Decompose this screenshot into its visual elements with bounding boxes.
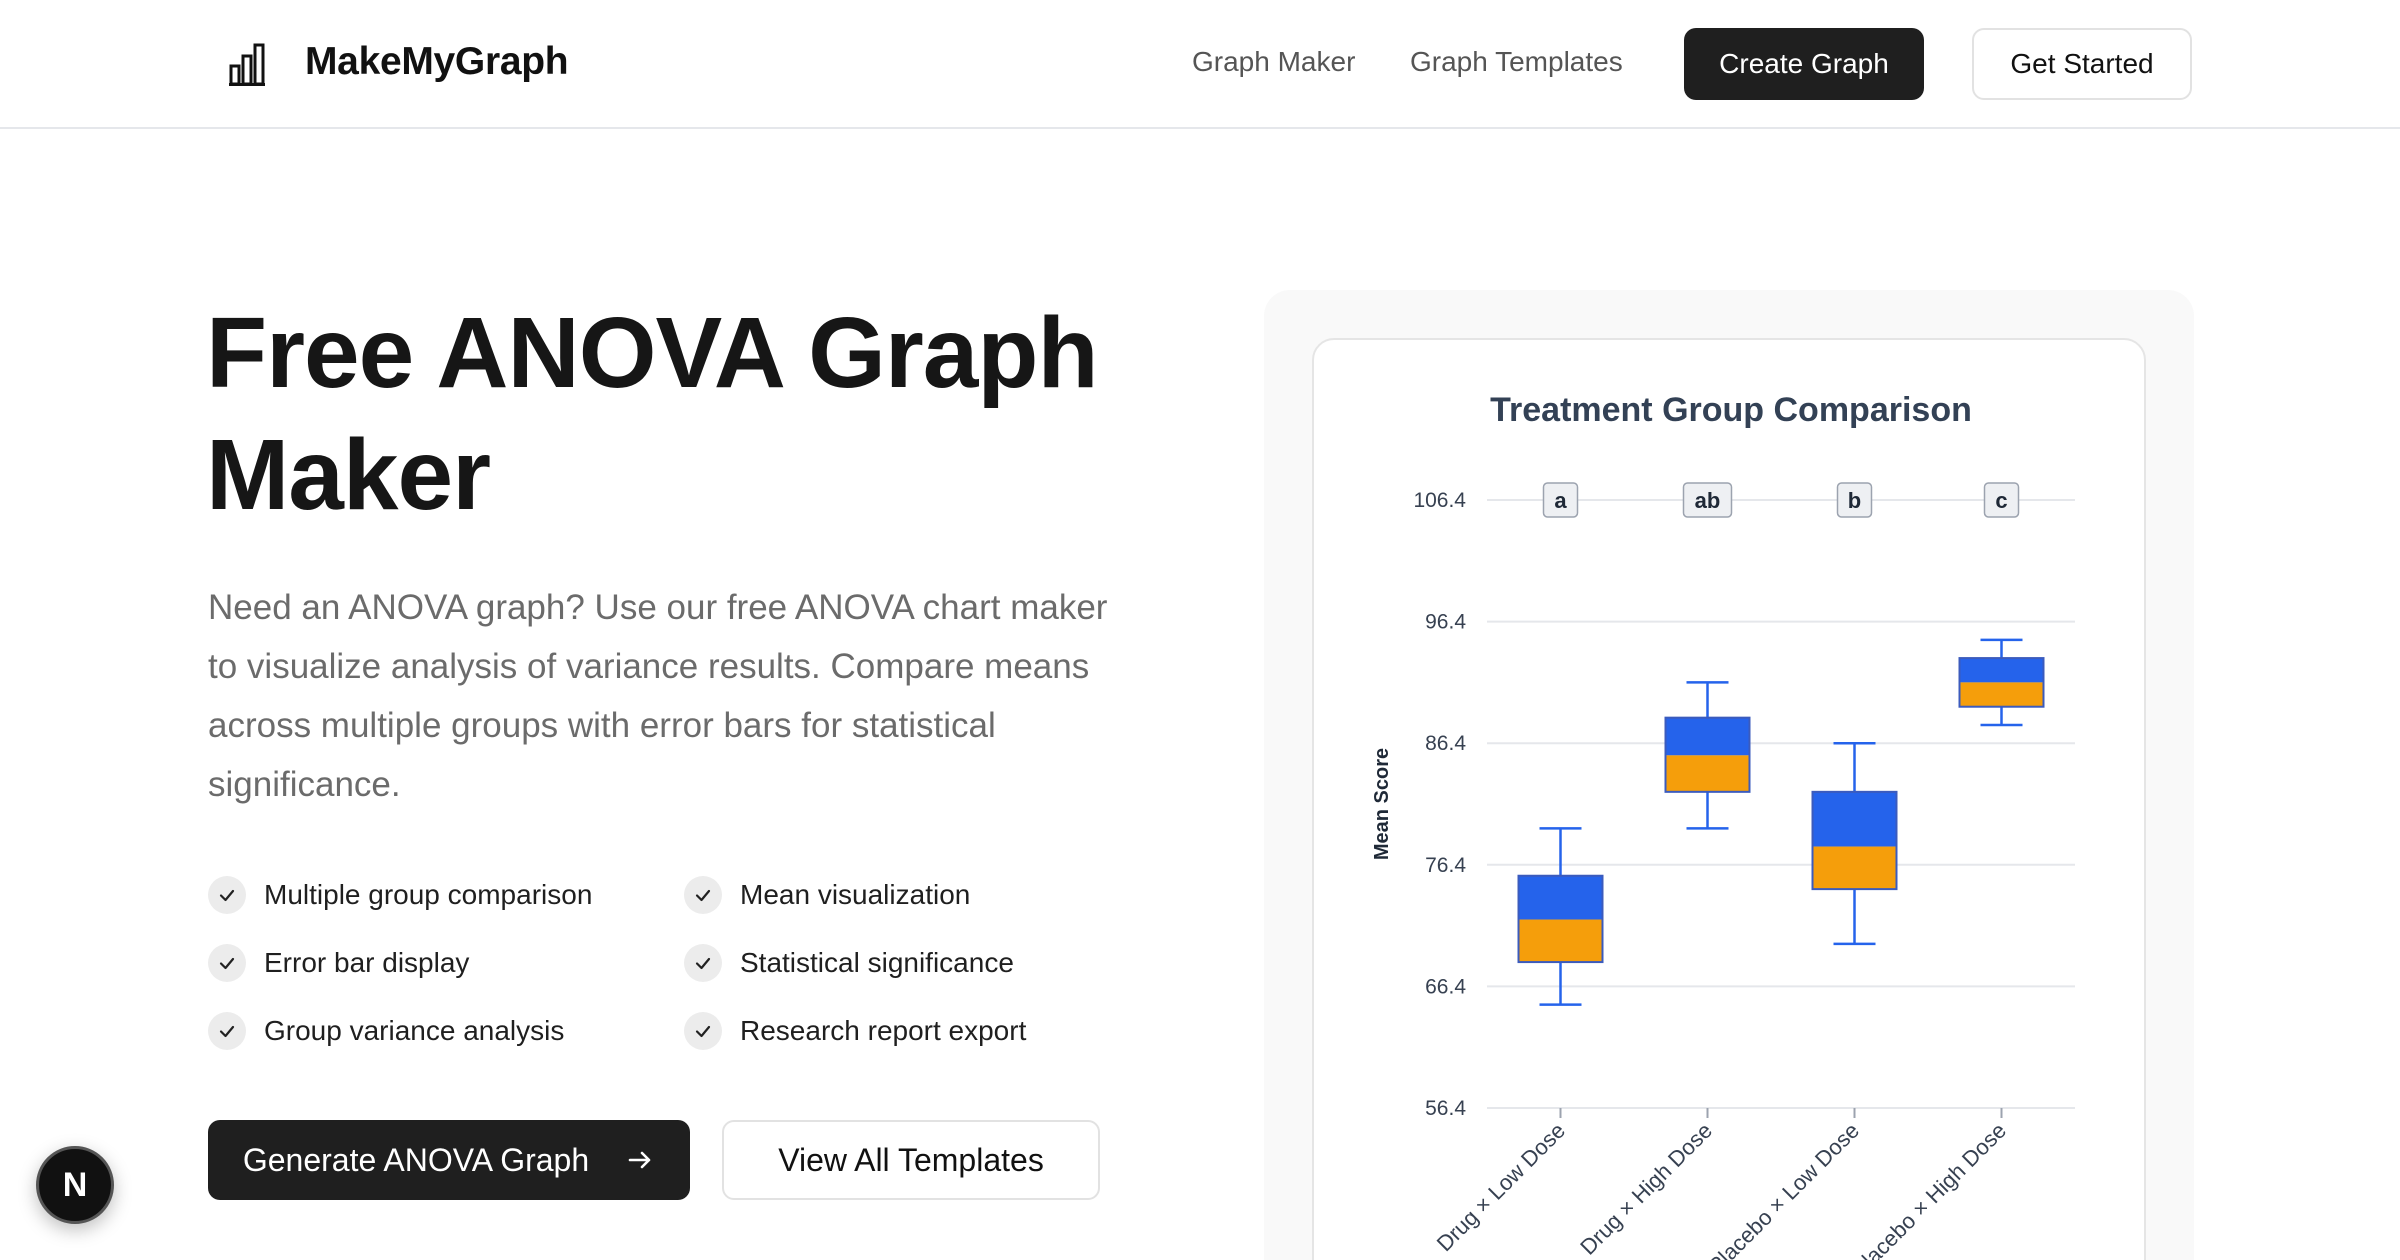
significance-badge — [1836, 482, 1873, 518]
check-icon — [208, 876, 246, 914]
generate-anova-graph-button[interactable]: Generate ANOVA Graph — [208, 1120, 690, 1200]
check-icon — [208, 1012, 246, 1050]
feature-item: Mean visualization — [684, 876, 970, 914]
y-tick-label: 76.4 — [1425, 854, 1466, 877]
nextjs-dev-badge[interactable]: N — [36, 1146, 114, 1224]
box-upper-half — [1959, 658, 2044, 683]
box-lower-half — [1812, 846, 1897, 890]
box-lower-half — [1665, 755, 1750, 792]
significance-letter: b — [1848, 488, 1861, 513]
significance-letter: a — [1554, 488, 1567, 513]
box-outline — [1958, 657, 2045, 708]
box-upper-half — [1812, 791, 1897, 847]
box-lower-half — [1959, 682, 2044, 707]
y-tick-label: 56.4 — [1425, 1097, 1466, 1120]
generate-button-label: Generate ANOVA Graph — [242, 1141, 590, 1178]
box-upper-half — [1518, 875, 1603, 920]
check-icon — [684, 944, 722, 982]
y-tick-label: 96.4 — [1425, 611, 1466, 634]
feature-item: Error bar display — [208, 944, 469, 982]
feature-label: Research report export — [740, 1015, 1027, 1046]
chart-card: Treatment Group Comparison 106.4 96.4 86.4 7… — [1312, 338, 2146, 1260]
feature-item: Statistical significance — [684, 944, 1014, 982]
chart-title: Treatment Group Comparison — [1490, 391, 1972, 429]
site-header: MakeMyGraph Graph Maker Graph Templates … — [0, 0, 2400, 129]
arrow-right-icon — [628, 1151, 651, 1169]
anova-chart: Treatment Group Comparison 106.4 96.4 86.4 7… — [1371, 391, 2075, 1260]
feature-label: Multiple group comparison — [264, 879, 593, 910]
y-tick-label: 106.4 — [1413, 489, 1466, 512]
box-outline — [1517, 874, 1604, 964]
nav-graph-maker[interactable]: Graph Maker — [1192, 46, 1356, 77]
feature-label: Mean visualization — [740, 879, 971, 910]
feature-label: Statistical significance — [740, 947, 1014, 978]
box-upper-half — [1665, 717, 1750, 756]
check-icon — [208, 944, 246, 982]
check-icon — [684, 1012, 722, 1050]
y-tick-label: 66.4 — [1425, 975, 1466, 998]
feature-item: Multiple group comparison — [208, 876, 592, 914]
nav-graph-templates[interactable]: Graph Templates — [1410, 46, 1623, 77]
box-outline — [1811, 790, 1898, 891]
x-tick-label: Drug × Low Dose — [1432, 1118, 1570, 1256]
y-axis-label: Mean Score — [1371, 748, 1393, 860]
page-title: Free ANOVA Graph Maker — [206, 297, 1099, 531]
x-tick-label: Placebo × High Dose — [1847, 1118, 2011, 1260]
bar-chart-icon[interactable] — [228, 42, 266, 86]
hero-description: Need an ANOVA graph? Use our free ANOVA … — [208, 588, 1108, 804]
significance-badge — [1682, 482, 1733, 518]
feature-item: Research report export — [684, 1012, 1026, 1050]
view-all-templates-button[interactable]: View All Templates — [722, 1120, 1100, 1200]
check-icon — [684, 876, 722, 914]
feature-label: Group variance analysis — [264, 1015, 565, 1046]
box-outline — [1664, 716, 1751, 793]
get-started-button[interactable]: Get Started — [1972, 28, 2192, 100]
significance-badge — [1983, 482, 2020, 518]
significance-letter: c — [1995, 488, 2007, 513]
feature-item: Group variance analysis — [208, 1012, 564, 1050]
significance-letter: ab — [1695, 488, 1721, 513]
create-graph-button[interactable]: Create Graph — [1684, 28, 1924, 100]
feature-label: Error bar display — [264, 947, 470, 978]
y-tick-label: 86.4 — [1425, 732, 1466, 755]
box-lower-half — [1518, 919, 1603, 963]
significance-badge — [1542, 482, 1579, 518]
x-tick-label: Placebo × Low Dose — [1703, 1118, 1864, 1260]
brand-name[interactable]: MakeMyGraph — [305, 40, 569, 83]
x-tick-label: Drug × High Dose — [1575, 1118, 1717, 1260]
